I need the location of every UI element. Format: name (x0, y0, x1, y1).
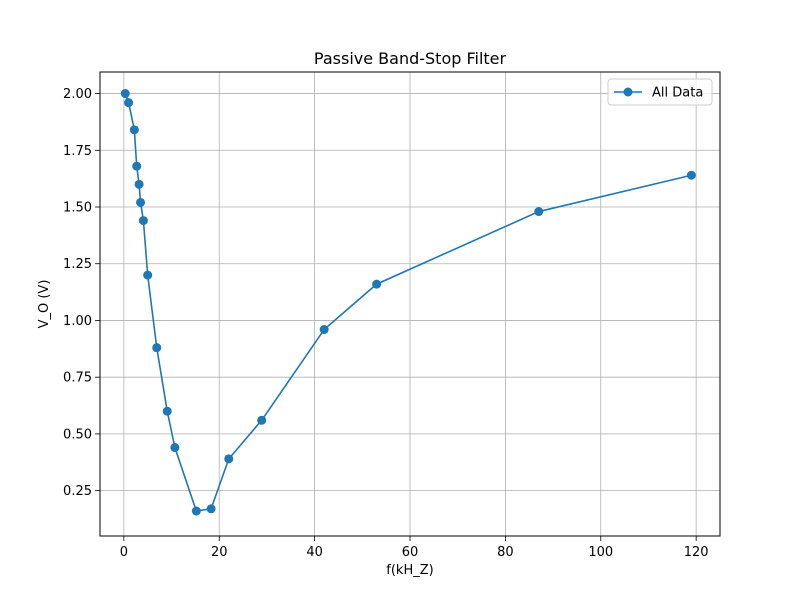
x-tick-label: 100 (588, 545, 613, 560)
data-point (152, 343, 162, 353)
legend-label: All Data (652, 86, 703, 101)
y-tick-label: 1.50 (63, 201, 92, 216)
data-point (136, 197, 146, 207)
legend-box (607, 78, 713, 106)
data-point (132, 161, 142, 171)
y-tick-label: 0.25 (63, 484, 92, 499)
y-tick-label: 1.00 (63, 314, 92, 329)
data-point (162, 406, 172, 416)
chart-title: Passive Band-Stop Filter (314, 49, 507, 68)
y-tick-label: 2.00 (63, 87, 92, 102)
data-point (138, 216, 148, 226)
data-point (129, 125, 139, 135)
legend-point-marker (623, 87, 633, 97)
data-point (170, 443, 180, 453)
x-tick-label: 20 (211, 545, 228, 560)
data-point (120, 89, 130, 99)
y-axis-label: V_O (V) (37, 280, 52, 329)
x-tick-label: 120 (684, 545, 709, 560)
series-layer (120, 89, 696, 516)
y-tick-label: 1.75 (63, 144, 92, 159)
data-point (124, 98, 134, 108)
x-tick-label: 80 (497, 545, 514, 560)
data-point (319, 325, 329, 335)
x-axis-label: f(kH_Z) (386, 563, 433, 578)
grid-layer (100, 72, 720, 536)
data-point (191, 506, 201, 516)
ticks-layer: 0 20 40 60 80 100 120 0.25 0.50 0.75 1.00 1.25 1.50 1… (63, 87, 709, 560)
y-tick-label: 1.25 (63, 257, 92, 272)
y-tick-label: 0.50 (63, 427, 92, 442)
data-point (372, 279, 382, 289)
x-tick-label: 40 (306, 545, 323, 560)
data-point (206, 504, 216, 514)
data-point (143, 270, 153, 280)
data-point (224, 454, 234, 464)
y-tick-label: 0.75 (63, 371, 92, 386)
data-point (257, 415, 267, 425)
legend: All Data (607, 78, 713, 106)
data-point (686, 170, 696, 180)
x-tick-label: 60 (402, 545, 419, 560)
data-point (534, 207, 544, 217)
x-tick-label: 0 (120, 545, 128, 560)
data-point (134, 179, 144, 189)
